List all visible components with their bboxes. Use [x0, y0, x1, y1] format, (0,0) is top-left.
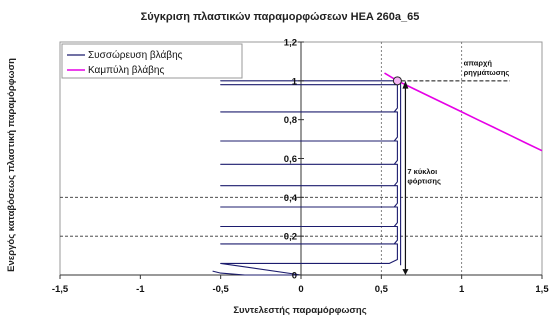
annotation-2: 7 κύκλοι [407, 167, 437, 176]
cycles-arrow-head-bottom [402, 269, 409, 275]
x-tick-label-2: -0,5 [212, 284, 229, 295]
y-tick-label-5: 1 [292, 76, 298, 87]
crack-initiation-marker [392, 76, 402, 86]
legend-label-series-1: Καμπύλη βλάβης [88, 64, 164, 76]
y-tick-label-4: 0,8 [284, 115, 297, 126]
chart-title: Σύγκριση πλαστικών παραμορφώσεων HEA 260… [141, 11, 420, 23]
series-line-0 [212, 80, 402, 276]
legend: Συσσώρευση βλάβης Καμπύλη βλάβης [61, 43, 243, 79]
y-axis-label: Ενεργός καταβόσεως πλαστική παραμόρφωση [6, 58, 17, 272]
y-tick-label-3: 0,6 [284, 154, 297, 165]
cycles-arrow-head-top [402, 80, 409, 89]
series-layer [212, 72, 543, 276]
x-tick-label-5: 1 [459, 284, 465, 295]
x-tick-label-4: 0,5 [375, 284, 389, 295]
tick-labels: -1,5 -1 -0,5 0 0,5 1 1,5 0 0,2 0,4 0,6 0,8 1 1,2 [52, 38, 550, 296]
x-tick-label-1: -1 [136, 284, 145, 295]
x-tick-label-0: -1,5 [52, 284, 69, 295]
x-tick-label-3: 0 [298, 284, 303, 295]
y-tick-label-2: 0,4 [284, 193, 298, 204]
legend-label-series-0: Συσσώρευση βλάβης [88, 49, 183, 61]
x-tick-label-6: 1,5 [535, 284, 549, 295]
x-axis-label: Συντελεστής παραμόρφωσης [233, 305, 366, 316]
legend-box [61, 43, 243, 79]
y-tick-label-1: 0,2 [284, 232, 297, 243]
series-line-1 [384, 72, 543, 152]
annotation-1: ρηγμάτωσης [464, 68, 510, 77]
annotation-0: απαρχή [464, 58, 493, 67]
annotation-3: φόρτισης [407, 177, 441, 186]
y-tick-label-0: 0 [292, 271, 297, 282]
y-tick-label-6: 1,2 [284, 38, 297, 49]
